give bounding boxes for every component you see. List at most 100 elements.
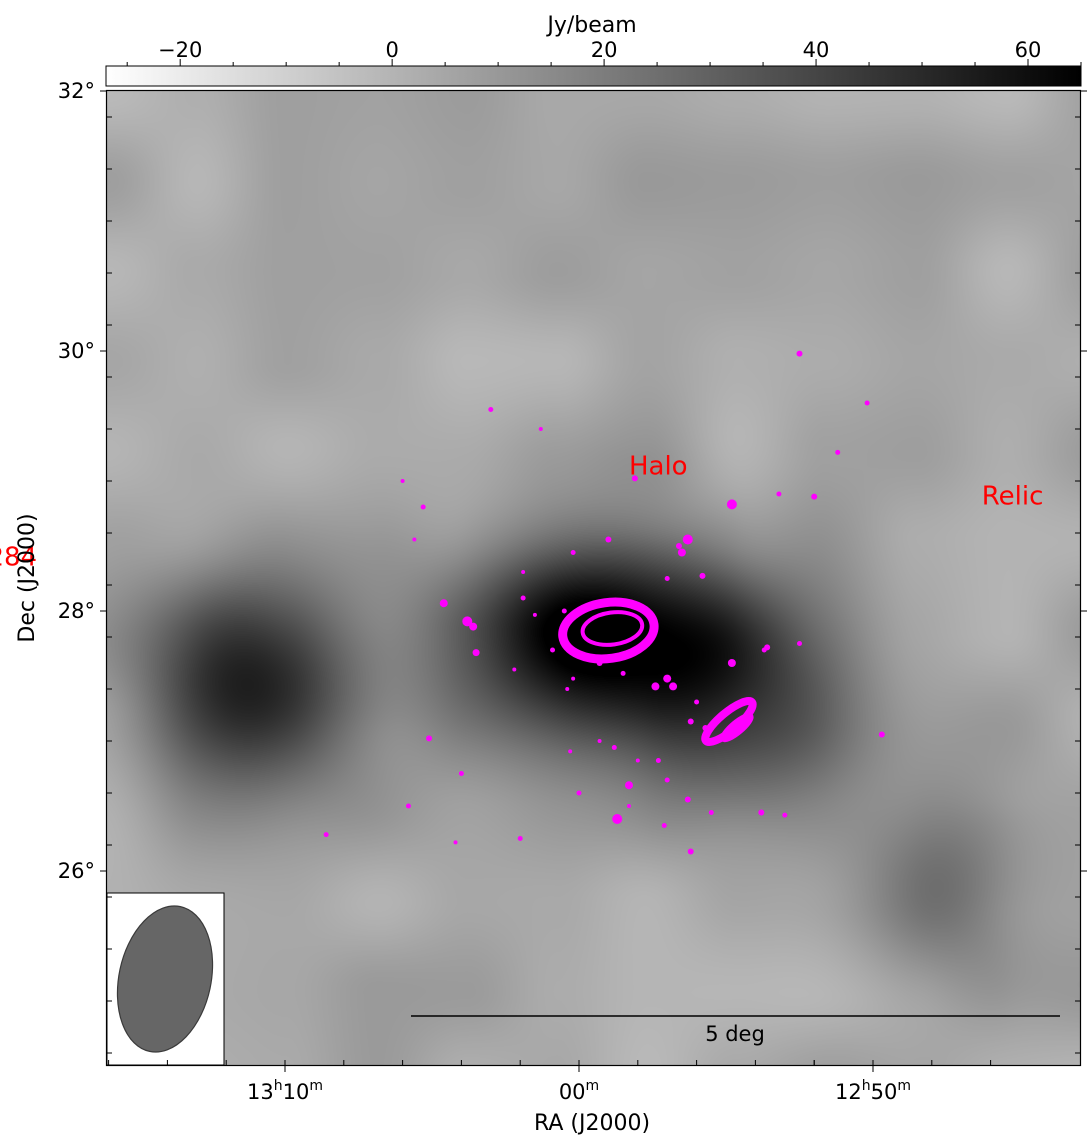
contour-blob xyxy=(620,670,626,676)
contour-blob xyxy=(453,840,458,845)
contour-blob xyxy=(687,718,694,725)
ra-minutes: 00 xyxy=(559,1080,586,1104)
contour-blob xyxy=(661,823,667,828)
contour xyxy=(580,610,645,647)
contour-blob xyxy=(550,647,556,653)
annotation-relic: Relic xyxy=(982,481,1044,511)
ra-hours: 13 xyxy=(247,1080,274,1104)
contour-blob xyxy=(517,836,523,841)
beam-ellipse xyxy=(116,905,214,1053)
contour-blob xyxy=(677,548,686,557)
scalebar-label: 5 deg xyxy=(705,1022,765,1046)
colorbar-tick-label: 60 xyxy=(1015,38,1042,62)
contour-blob xyxy=(694,699,700,705)
contour-blob xyxy=(405,803,411,809)
contour-overlay xyxy=(323,350,885,855)
source-annotations: Halo Relic 3C284 xyxy=(0,452,1043,573)
ra-minutes-unit: m xyxy=(897,1078,911,1094)
ra-minutes-unit: m xyxy=(586,1078,600,1094)
y-tick-label: 30° xyxy=(58,339,95,363)
contour-blob xyxy=(520,595,526,601)
contour-blob xyxy=(631,475,638,482)
contour-blob xyxy=(323,832,329,838)
ra-minutes-unit: m xyxy=(309,1078,323,1094)
contour-blob xyxy=(811,493,818,500)
contour-blob xyxy=(597,739,602,743)
contour-blob xyxy=(538,427,543,431)
contour-blob xyxy=(651,682,660,691)
contour xyxy=(720,712,754,743)
x-tick-label: 12h50m xyxy=(835,1078,911,1104)
contour-blob xyxy=(782,812,788,818)
contour-blob xyxy=(576,790,582,796)
contour-blob xyxy=(708,810,714,815)
contour xyxy=(701,697,757,746)
ra-hours-unit: h xyxy=(862,1078,871,1094)
contour-blob xyxy=(664,576,670,581)
contour-blob xyxy=(675,543,682,549)
contour-blob xyxy=(439,599,448,608)
contour-blob xyxy=(655,758,661,763)
contour-blob xyxy=(669,682,678,691)
contour-blob xyxy=(796,350,803,357)
contour-blob xyxy=(835,449,841,455)
contour-blob xyxy=(426,735,433,742)
contour-blob xyxy=(420,504,426,510)
contour-blob xyxy=(864,400,870,406)
ra-minutes: 10 xyxy=(283,1080,310,1104)
contour-blob xyxy=(702,725,709,731)
x-axis-label: RA (J2000) xyxy=(534,1111,650,1136)
contour-blob xyxy=(664,777,670,783)
contour-blob xyxy=(400,479,405,483)
contour-blob xyxy=(412,537,417,542)
contour-blob xyxy=(758,809,765,816)
contour-blob xyxy=(488,407,494,412)
contour-blob xyxy=(727,659,736,667)
colorbar-tick-label: −20 xyxy=(158,38,202,62)
y-tick-label: 32° xyxy=(58,79,95,103)
contour-blob xyxy=(699,572,706,579)
scalebar: 5 deg xyxy=(411,1015,1060,1046)
map-border xyxy=(105,89,1082,1067)
contour-blob xyxy=(726,499,737,510)
contour-blob xyxy=(596,660,603,666)
contour-blob xyxy=(472,649,480,657)
colorbar-label: Jy/beam xyxy=(545,13,636,38)
ra-minutes: 50 xyxy=(871,1080,898,1104)
contour-blob xyxy=(605,536,612,543)
map-frame: HaloRelic3C284 5 deg 26°28°30°32°13h10m0… xyxy=(0,79,1087,1104)
beam-inset xyxy=(106,892,225,1066)
contour-blob xyxy=(626,804,631,808)
contour-blob xyxy=(612,814,623,824)
contour-blob xyxy=(571,676,576,681)
contour-blob xyxy=(532,612,537,617)
x-tick-label: 13h10m xyxy=(247,1078,323,1104)
colorbar: Jy/beam −20 0 20 40 60 xyxy=(105,13,1082,87)
axis-ticks: 26°28°30°32°13h10m 00m 12h50m xyxy=(58,79,1087,1104)
colorbar-tick-label: 40 xyxy=(803,38,830,62)
contour-blob xyxy=(512,667,517,672)
x-tick-label: 00m xyxy=(559,1078,599,1104)
annotation-3c284: 3C284 xyxy=(0,543,37,573)
y-axis-label: Dec (J2000) xyxy=(15,513,40,642)
colorbar-tick-label: 0 xyxy=(385,38,398,62)
contour-blob xyxy=(561,608,567,614)
contour-blob xyxy=(663,674,672,683)
contour-blob xyxy=(878,731,885,738)
colorbar-gradient xyxy=(105,65,1082,87)
annotation-halo: Halo xyxy=(629,452,688,482)
ra-hours-unit: h xyxy=(274,1078,283,1094)
y-tick-label: 28° xyxy=(58,599,95,623)
contour-blob xyxy=(776,491,782,497)
contour-blob xyxy=(684,796,691,803)
contour-blob xyxy=(687,848,694,855)
contour-blob xyxy=(611,745,617,750)
contour-blob xyxy=(761,647,767,653)
contour-blob xyxy=(682,534,693,545)
contour-blob xyxy=(797,641,802,646)
colorbar-ticks: −20 0 20 40 60 xyxy=(126,38,1082,66)
contour-blob xyxy=(570,550,576,555)
contour-blob xyxy=(462,616,473,627)
ra-hours: 12 xyxy=(835,1080,862,1104)
contour-blob xyxy=(565,687,570,691)
